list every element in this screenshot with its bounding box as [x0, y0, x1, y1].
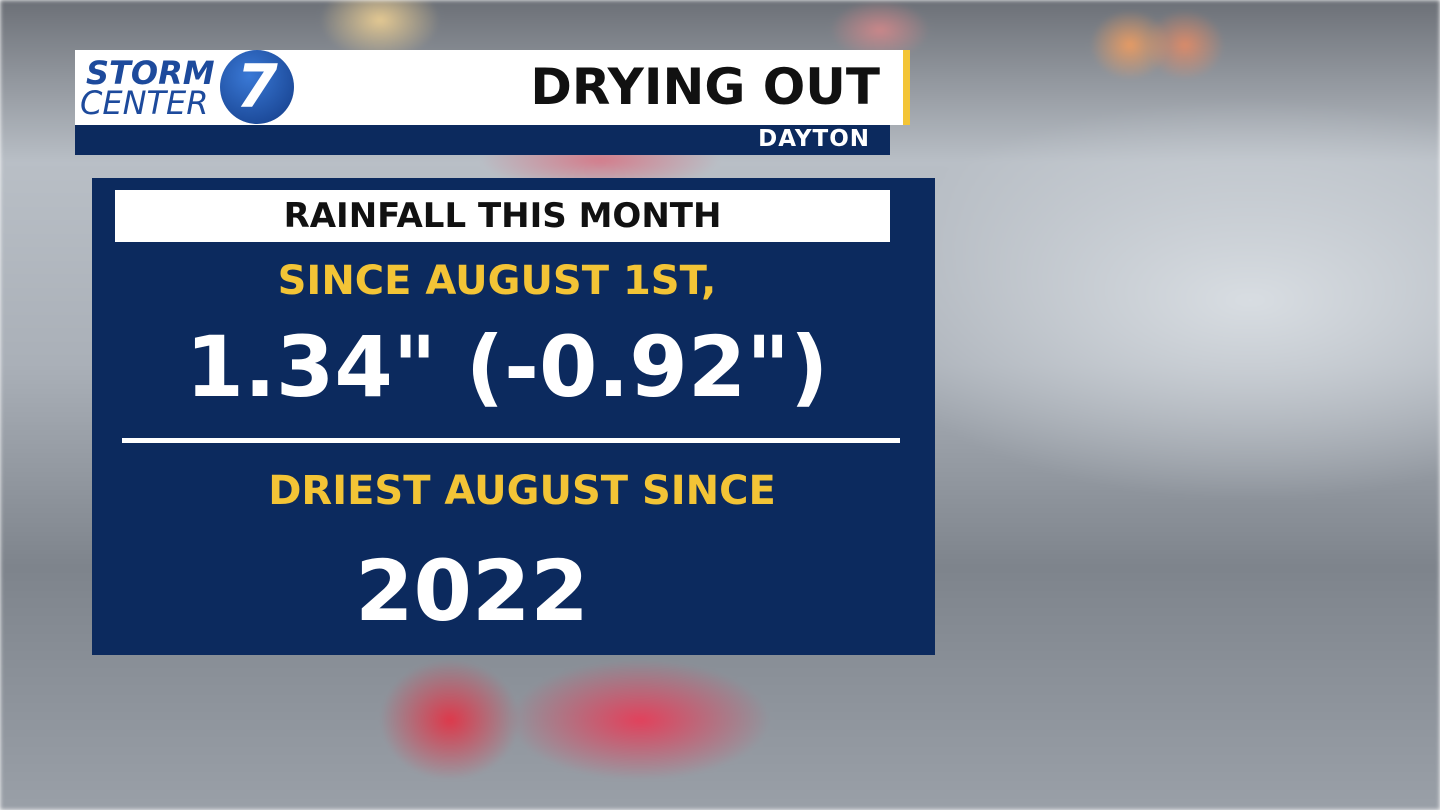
rainfall-value: 1.34" (-0.92")	[185, 318, 829, 416]
logo-number: 7	[236, 52, 278, 122]
location: DAYTON	[758, 126, 870, 152]
title: DRYING OUT	[530, 58, 880, 116]
info-panel	[92, 178, 935, 655]
heading-bar	[115, 190, 890, 242]
panel-heading: RAINFALL THIS MONTH	[283, 196, 722, 236]
accent-strip	[903, 50, 910, 125]
header-bar	[75, 50, 905, 125]
location-bar	[75, 125, 890, 155]
logo-text: CENTER	[80, 84, 209, 122]
logo-circle	[220, 50, 294, 124]
logo-text: STORM	[86, 54, 215, 92]
since-label: SINCE AUGUST 1ST,	[277, 258, 717, 304]
record-label: DRIEST AUGUST SINCE	[268, 468, 776, 514]
record-year: 2022	[355, 542, 589, 640]
divider	[122, 438, 900, 443]
